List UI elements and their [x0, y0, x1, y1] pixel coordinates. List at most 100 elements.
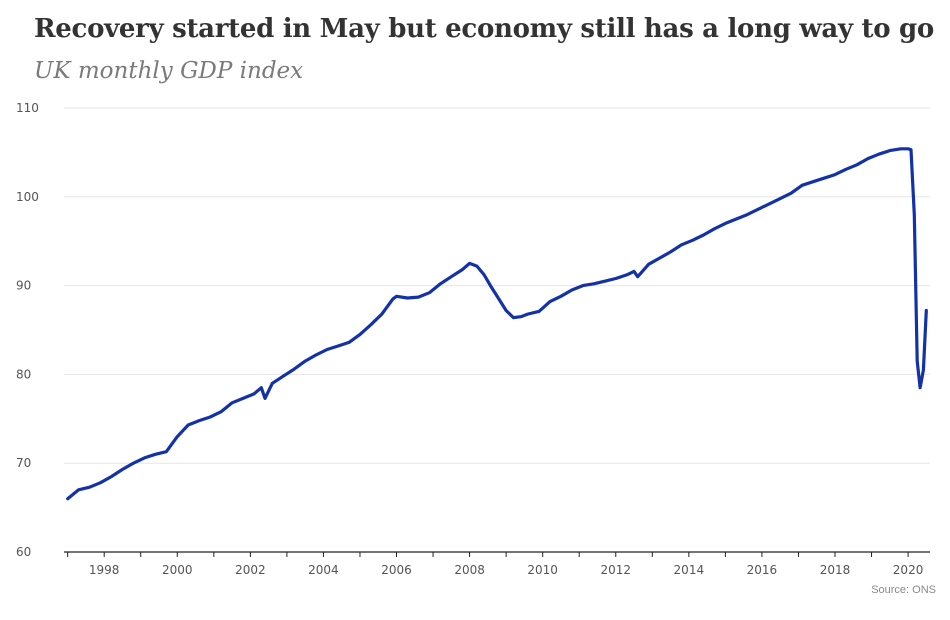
data-point [801, 184, 803, 187]
data-point [735, 218, 738, 220]
chart-title: Recovery started in May but economy stil… [34, 14, 934, 44]
data-point [187, 424, 189, 426]
data-point [834, 173, 836, 176]
x-tick-label-2000: 2000 [162, 563, 193, 577]
data-point [680, 244, 683, 246]
data-point [392, 298, 394, 300]
data-point [812, 180, 814, 183]
data-point [925, 309, 928, 312]
data-point [253, 393, 255, 395]
data-point [209, 416, 211, 418]
chart-subtitle: UK monthly GDP index [34, 58, 304, 84]
y-tick-label-70: 70 [16, 456, 31, 470]
data-point [505, 309, 507, 312]
data-point [132, 462, 135, 465]
data-point [304, 360, 307, 362]
data-point [538, 310, 540, 313]
data-point [768, 203, 770, 205]
data-point [176, 435, 179, 438]
data-point [845, 168, 847, 171]
y-tick-label-60: 60 [16, 545, 31, 559]
x-tick-label-2008: 2008 [454, 563, 485, 577]
data-point [527, 313, 529, 315]
data-point [691, 239, 694, 242]
data-point [271, 382, 274, 385]
data-point [633, 270, 635, 273]
y-tick-label-90: 90 [16, 279, 31, 293]
x-tick-label-2006: 2006 [381, 563, 412, 577]
data-point [450, 275, 453, 278]
data-point [417, 296, 420, 298]
data-point [359, 333, 361, 336]
data-point [856, 164, 858, 166]
data-point [604, 280, 606, 283]
data-point [99, 481, 102, 484]
data-point [790, 192, 792, 194]
x-tick-label-2018: 2018 [820, 563, 851, 577]
data-point [264, 397, 266, 400]
x-tick-label-2010: 2010 [527, 563, 558, 577]
data-point [823, 177, 825, 179]
data-point [779, 197, 781, 200]
data-point [143, 457, 146, 459]
x-tick-label-2016: 2016 [747, 563, 778, 577]
data-point [381, 313, 383, 315]
x-tick-label-2012: 2012 [600, 563, 631, 577]
data-point [724, 222, 727, 225]
data-point [900, 148, 902, 150]
data-point [907, 148, 909, 150]
data-point [121, 468, 124, 471]
data-point [910, 148, 912, 151]
data-point [922, 369, 925, 371]
data-point [337, 345, 339, 347]
y-tick-label-110: 110 [16, 101, 39, 115]
data-point [625, 274, 628, 276]
data-point [498, 298, 500, 300]
series-line-gdp [66, 147, 928, 501]
data-point [395, 295, 398, 298]
data-point [582, 284, 584, 287]
data-point [702, 234, 705, 236]
data-point [406, 297, 409, 299]
data-point [315, 354, 317, 356]
data-point [669, 251, 672, 253]
gridlines [64, 107, 930, 464]
data-point [66, 497, 69, 500]
data-point [878, 153, 880, 155]
data-point [154, 453, 157, 456]
x-tick-label-2004: 2004 [308, 563, 339, 577]
data-point [198, 419, 200, 422]
data-point [439, 283, 442, 285]
data-point [220, 410, 222, 413]
data-point [867, 157, 869, 160]
y-tick-label-80: 80 [16, 367, 31, 381]
data-point [165, 450, 168, 453]
data-point [889, 149, 891, 152]
data-point [593, 283, 595, 285]
data-point [231, 402, 233, 404]
data-point [110, 475, 113, 478]
data-point [919, 386, 921, 389]
data-point [615, 277, 617, 280]
x-tick-label-2014: 2014 [674, 563, 705, 577]
data-point [282, 375, 285, 378]
data-point [916, 360, 918, 362]
data-point [476, 265, 478, 267]
data-point [746, 213, 749, 216]
y-tick-label-100: 100 [16, 190, 39, 204]
data-point [520, 315, 522, 318]
data-point [468, 262, 471, 265]
data-point [713, 228, 716, 230]
data-point [483, 274, 486, 276]
data-point [348, 341, 350, 344]
data-point [913, 213, 916, 216]
data-point [560, 295, 562, 298]
source-note: Source: ONS [871, 584, 936, 596]
data-point [658, 257, 661, 259]
data-point [88, 486, 91, 489]
data-point [370, 323, 372, 326]
data-point [326, 348, 328, 351]
y-axis-ticks: 60 70 80 90 100 110 [16, 101, 39, 559]
x-tick-label-2020: 2020 [893, 563, 924, 577]
data-point [636, 275, 639, 278]
